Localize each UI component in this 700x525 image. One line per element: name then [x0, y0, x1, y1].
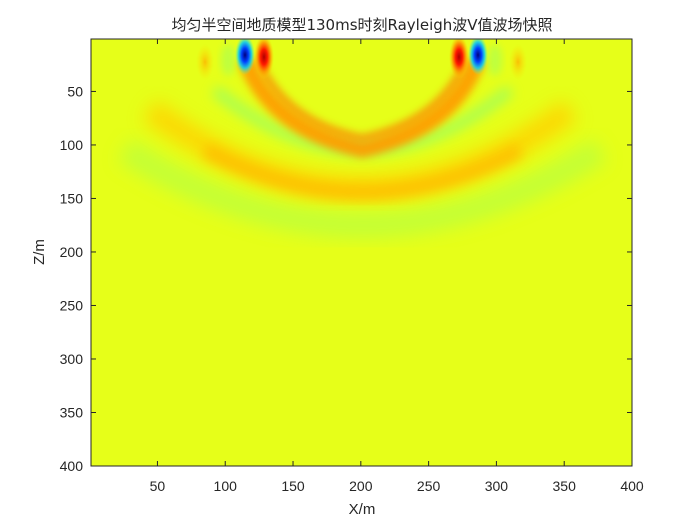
x-tick-label: 250 [417, 478, 441, 494]
y-tick-label: 400 [60, 458, 84, 474]
y-axis-label: Z/m [31, 239, 48, 265]
source-left-positive [254, 39, 274, 79]
y-tick-label: 100 [60, 137, 84, 153]
source-right-negative [468, 39, 488, 75]
wavefield-image [118, 39, 607, 238]
deep-negative-band [118, 138, 607, 238]
source-right-positive [449, 39, 469, 79]
rayleigh-wavefront [237, 56, 486, 159]
y-tick-label: 350 [60, 404, 84, 420]
deep-wavefront-core [201, 143, 524, 200]
y-tick-label: 200 [60, 244, 84, 260]
y-tick-label: 300 [60, 351, 84, 367]
x-tick-label: 200 [349, 478, 373, 494]
ripple-right-green [488, 44, 502, 76]
x-tick-label: 350 [553, 478, 577, 494]
y-axis: 50 100 150 200 250 300 350 400 [60, 83, 632, 474]
rayleigh-wavefront-core [254, 58, 470, 142]
x-axis-label: X/m [349, 501, 376, 518]
x-tick-label: 100 [214, 478, 238, 494]
ripple-right [509, 44, 527, 80]
x-axis: 50 100 150 200 250 300 350 400 [150, 39, 644, 494]
heatmap-background [91, 39, 632, 466]
x-tick-label: 400 [620, 478, 644, 494]
ripple-left [196, 44, 214, 80]
x-tick-label: 150 [281, 478, 305, 494]
x-tick-label: 50 [150, 478, 166, 494]
y-tick-label: 250 [60, 297, 84, 313]
y-tick-label: 150 [60, 190, 84, 206]
chart-title: 均匀半空间地质模型130ms时刻Rayleigh波V值波场快照 [171, 16, 552, 34]
x-tick-label: 300 [485, 478, 509, 494]
source-left-negative [235, 39, 255, 75]
y-tick-label: 50 [67, 83, 83, 99]
axes-box [90, 38, 633, 467]
ripple-left-green [221, 44, 235, 76]
